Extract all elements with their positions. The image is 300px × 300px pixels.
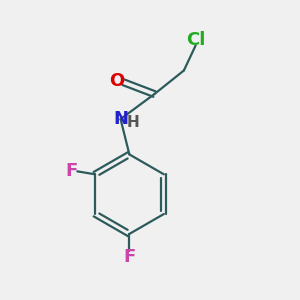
Text: H: H	[127, 115, 139, 130]
Text: F: F	[65, 162, 77, 180]
Text: N: N	[113, 110, 128, 128]
Text: Cl: Cl	[186, 31, 205, 49]
Text: F: F	[123, 248, 136, 266]
Text: O: O	[110, 72, 124, 90]
